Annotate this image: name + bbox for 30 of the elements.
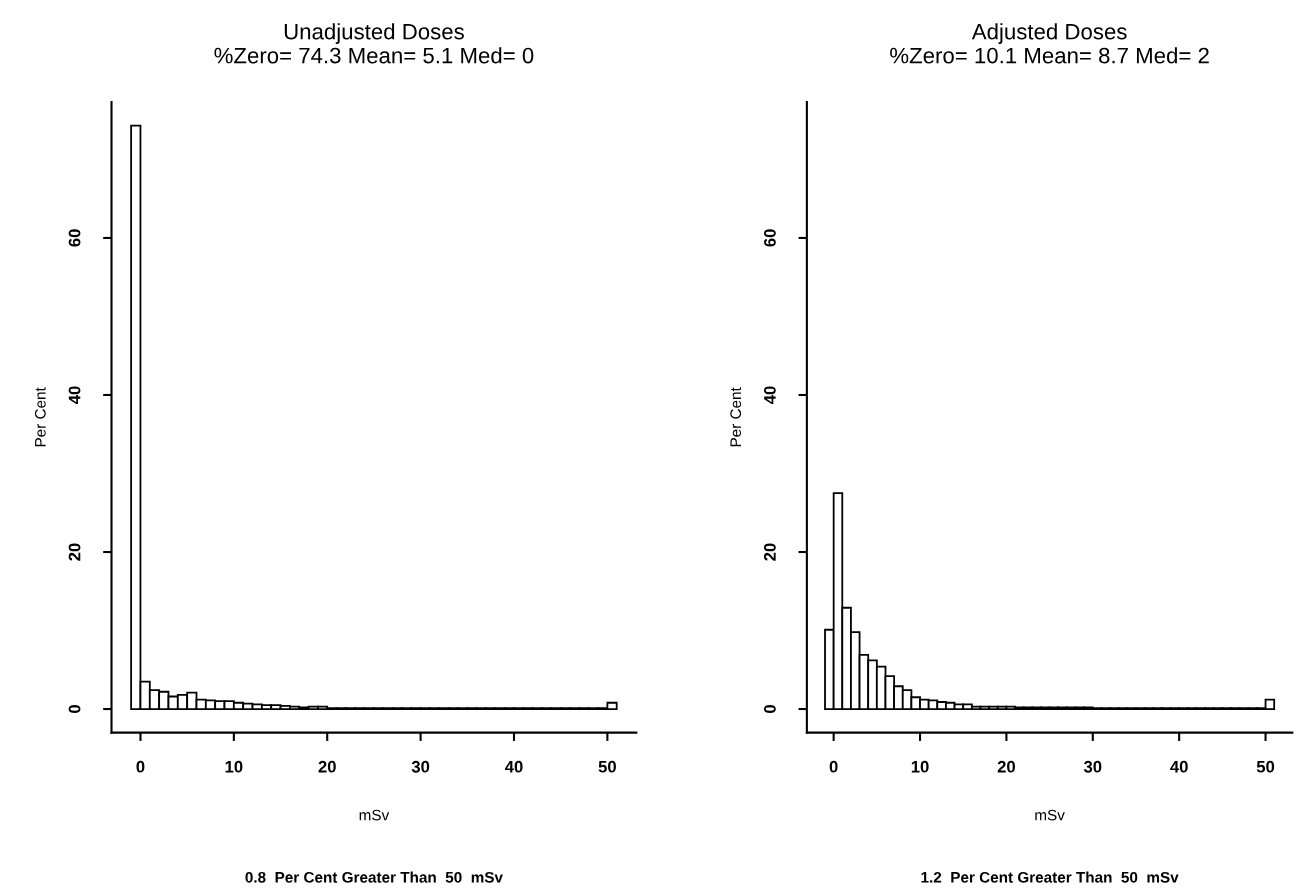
y-tick-label: 20 bbox=[764, 543, 776, 561]
y-tick-label: 20 bbox=[68, 543, 81, 561]
x-tick-label: 50 bbox=[1256, 760, 1275, 773]
x-tick-label: 10 bbox=[225, 760, 243, 773]
x-tick-label: 40 bbox=[1170, 760, 1188, 773]
y-tick-label: 40 bbox=[764, 386, 776, 404]
text: 1.2 Per Cent Greater Than 50 mSv bbox=[921, 871, 1179, 883]
x-tick-label: 0 bbox=[829, 760, 838, 773]
x-axis-title: mSv bbox=[359, 809, 390, 821]
y-tick-label: 0 bbox=[68, 705, 81, 714]
text: 0.8 Per Cent Greater Than 50 mSv bbox=[245, 871, 503, 883]
y-tick-label: 60 bbox=[764, 229, 776, 247]
chart-subtitle: %Zero= 74.3 Mean= 5.1 Med= 0 bbox=[214, 47, 534, 64]
chart-subtitle: %Zero= 10.1 Mean= 8.7 Med= 2 bbox=[890, 47, 1209, 64]
x-tick-label: 30 bbox=[1083, 760, 1102, 773]
x-tick-label: 20 bbox=[997, 760, 1015, 773]
x-tick-label: 50 bbox=[598, 760, 616, 773]
x-tick-label: 10 bbox=[911, 760, 929, 773]
chart-title: Unadjusted Doses bbox=[284, 23, 464, 44]
chart-title: Adjusted Doses bbox=[971, 23, 1127, 44]
y-tick-label: 60 bbox=[68, 229, 81, 247]
x-tick-label: 40 bbox=[504, 760, 523, 773]
x-axis-title: mSv bbox=[1035, 809, 1065, 821]
y-axis-title: Per Cent bbox=[730, 387, 742, 447]
x-tick-label: 20 bbox=[318, 760, 336, 773]
x-tick-label: 30 bbox=[411, 760, 430, 773]
y-tick-label: 0 bbox=[764, 705, 776, 714]
y-axis-title: Per Cent bbox=[34, 387, 46, 447]
y-tick-label: 40 bbox=[68, 386, 81, 404]
x-tick-label: 0 bbox=[136, 760, 145, 773]
